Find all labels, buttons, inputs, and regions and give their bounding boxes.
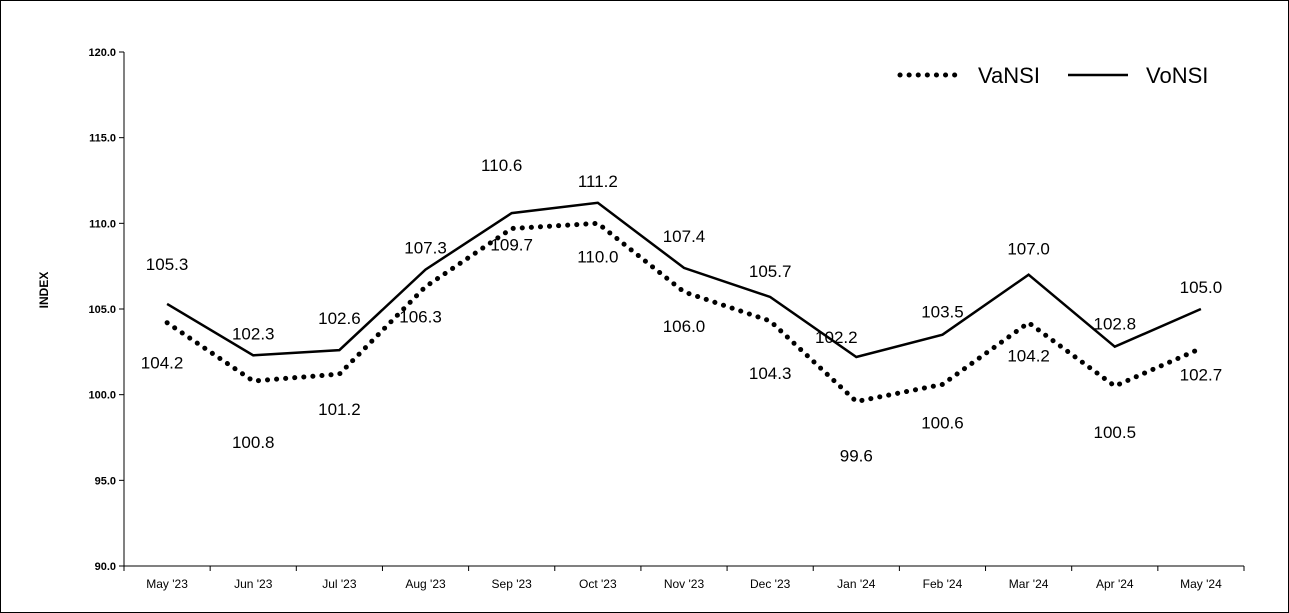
data-label-vansi: 106.0 xyxy=(663,317,706,336)
y-tick-label: 120.0 xyxy=(88,47,116,59)
x-tick-label: Oct '23 xyxy=(579,577,617,591)
data-label-vonsi: 102.8 xyxy=(1093,315,1136,334)
x-tick-label: Apr '24 xyxy=(1096,577,1134,591)
x-tick-label: May '24 xyxy=(1180,577,1222,591)
data-label-vansi: 100.6 xyxy=(921,413,964,432)
series-line-vonsi xyxy=(166,201,1202,359)
y-tick-label: 100.0 xyxy=(88,390,116,402)
data-label-vansi: 104.3 xyxy=(749,364,792,383)
data-label-vansi: 106.3 xyxy=(399,308,442,327)
x-tick-label: Aug '23 xyxy=(405,577,446,591)
data-label-vansi: 100.5 xyxy=(1093,423,1136,442)
data-label-vonsi: 105.0 xyxy=(1180,278,1223,297)
data-label-vonsi: 107.0 xyxy=(1007,240,1050,259)
series-line-vansi xyxy=(164,220,1204,405)
data-label-vonsi: 111.2 xyxy=(578,172,618,191)
data-label-vonsi: 110.6 xyxy=(481,156,522,175)
series-layer xyxy=(164,201,1204,405)
x-tick-label: Sep '23 xyxy=(492,577,533,591)
legend-label-vonsi: VoNSI xyxy=(1146,63,1208,88)
data-label-vansi: 104.2 xyxy=(1007,347,1050,366)
data-label-vansi: 100.8 xyxy=(232,433,275,452)
data-label-vonsi: 102.3 xyxy=(232,324,275,343)
data-label-vonsi: 102.6 xyxy=(318,309,361,328)
data-label-vansi: 109.7 xyxy=(490,235,533,254)
y-tick-label: 95.0 xyxy=(95,475,116,487)
x-tick-label: Feb '24 xyxy=(923,577,963,591)
y-tick-label: 105.0 xyxy=(88,304,116,316)
data-label-vansi: 101.2 xyxy=(318,400,361,419)
data-label-vansi: 110.0 xyxy=(577,247,618,266)
y-tick-label: 115.0 xyxy=(89,133,116,145)
y-axis-title: INDEX xyxy=(37,272,51,309)
data-label-vonsi: 102.2 xyxy=(815,328,858,347)
x-tick-label: Jan '24 xyxy=(837,577,876,591)
data-label-vonsi: 107.3 xyxy=(404,239,447,258)
x-tick-label: Mar '24 xyxy=(1009,577,1049,591)
y-tick-label: 90.0 xyxy=(95,561,116,573)
x-tick-label: May '23 xyxy=(146,577,188,591)
x-ticks: May '23 Jun '23 Jul '23 Aug '23 Sep '23 Oct '… xyxy=(123,566,1245,591)
x-tick-label: Dec '23 xyxy=(750,577,791,591)
x-tick-label: Jul '23 xyxy=(322,577,357,591)
x-tick-label: Nov '23 xyxy=(664,577,705,591)
legend: VaNSI VoNSI xyxy=(897,63,1208,88)
y-ticks: 90.0 95.0 100.0 105.0 110.0 115.0 120.0 xyxy=(88,47,124,573)
data-label-vonsi: 107.4 xyxy=(663,227,706,246)
axes xyxy=(123,52,1244,567)
data-label-vonsi: 105.3 xyxy=(146,255,189,274)
data-label-vansi: 102.7 xyxy=(1180,365,1223,384)
data-label-vansi: 99.6 xyxy=(840,447,873,466)
x-tick-label: Jun '23 xyxy=(234,577,273,591)
data-label-vonsi: 103.5 xyxy=(921,303,964,322)
data-label-vansi: 104.2 xyxy=(141,354,184,373)
y-tick-label: 110.0 xyxy=(89,218,116,230)
data-labels: 104.2 100.8 101.2 106.3 109.7 110.0 106.0 104.3… xyxy=(141,156,1222,465)
legend-label-vansi: VaNSI xyxy=(978,63,1040,88)
data-label-vonsi: 105.7 xyxy=(749,262,792,281)
